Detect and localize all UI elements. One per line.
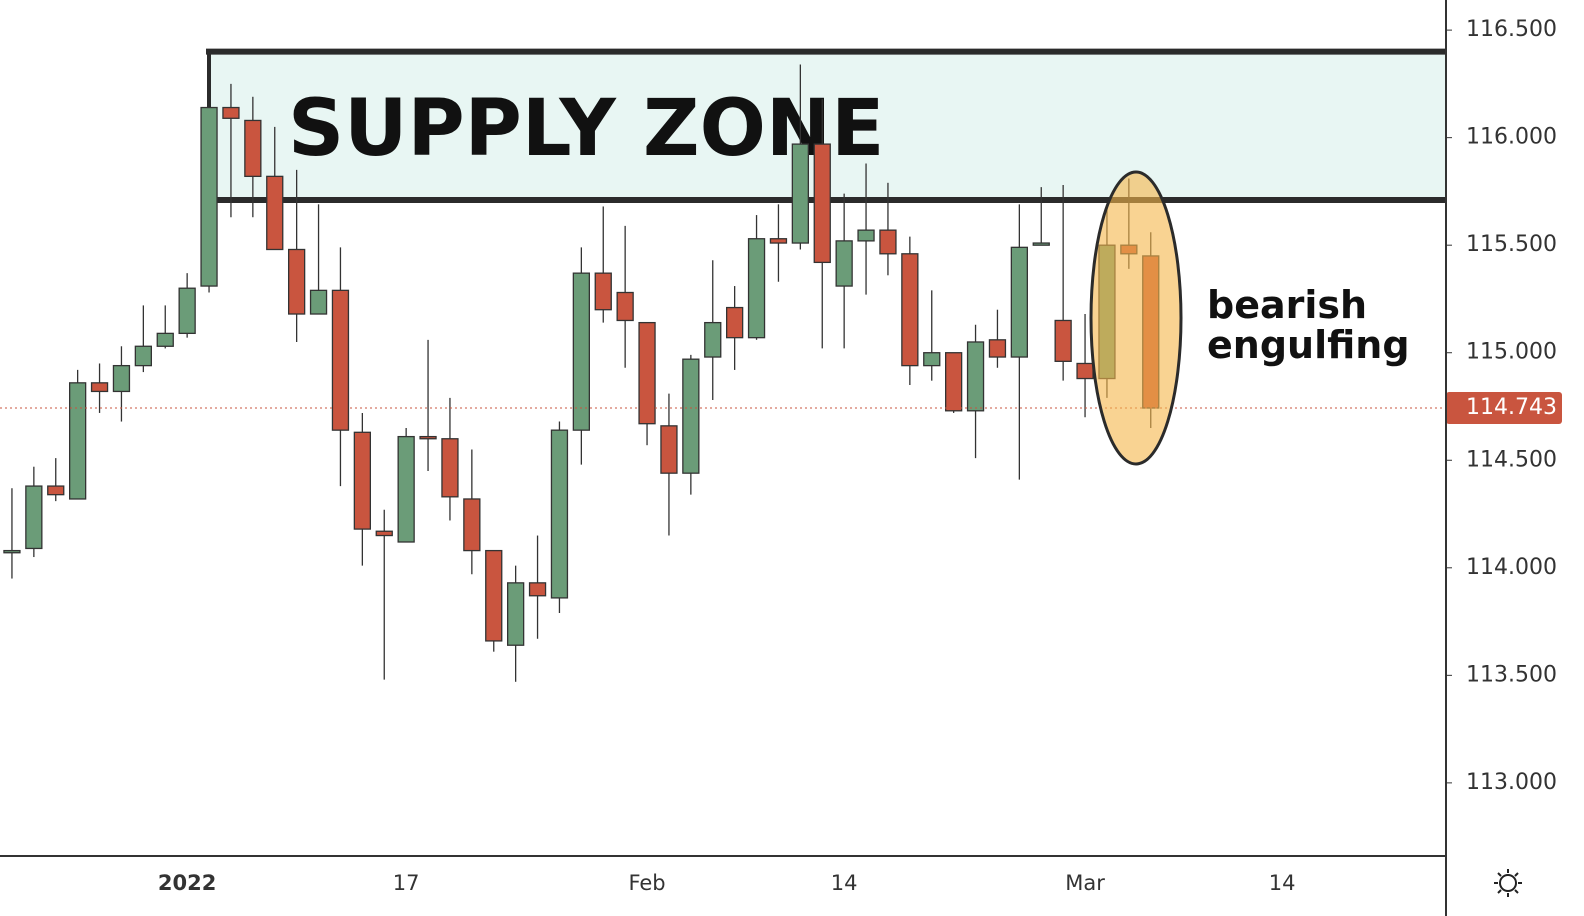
settings-icon[interactable] — [1494, 869, 1522, 897]
y-tick-label: 116.000 — [1466, 125, 1557, 150]
y-tick-label: 115.500 — [1466, 232, 1557, 257]
y-tick-label: 114.000 — [1466, 555, 1557, 580]
candle-body — [769, 238, 788, 244]
candle-body — [1054, 319, 1072, 362]
candle-body — [704, 321, 722, 358]
candle-body — [134, 345, 153, 367]
candle-body — [966, 341, 985, 412]
candle-body — [857, 229, 875, 242]
candle-body — [923, 352, 941, 367]
candle-body — [156, 332, 174, 347]
candle-body — [375, 530, 393, 537]
candle-body — [441, 438, 459, 498]
candle-body — [266, 175, 284, 251]
x-tick-label: 14 — [831, 871, 858, 895]
candle-body — [682, 358, 700, 474]
annotation: engulfing — [1207, 323, 1410, 367]
candle-body — [178, 287, 196, 335]
candle-body — [813, 143, 831, 264]
candle-body — [594, 272, 612, 311]
candle-body — [1076, 362, 1094, 380]
y-tick-label: 114.500 — [1466, 447, 1557, 472]
candle-body — [353, 431, 372, 530]
candle-body — [528, 582, 547, 597]
candle-body — [726, 306, 744, 339]
candle-body — [397, 435, 415, 543]
candle-body — [485, 549, 503, 642]
candle-body — [747, 238, 766, 339]
candle-body — [244, 119, 262, 178]
y-tick-label: 113.500 — [1466, 662, 1557, 687]
candle-body — [112, 364, 131, 393]
candle-body — [419, 435, 437, 440]
candle-body — [506, 582, 525, 646]
candle-body — [945, 352, 963, 412]
y-tick-label: 113.000 — [1466, 770, 1557, 795]
candle-body — [879, 229, 897, 255]
x-tick-label: 2022 — [158, 871, 216, 895]
candle-body — [25, 485, 43, 550]
candle-body — [222, 106, 240, 119]
candle-body — [616, 291, 634, 322]
zone-label: SUPPLY ZONE — [288, 84, 884, 174]
candle-body — [901, 253, 919, 367]
candle-body — [47, 485, 65, 496]
candle-body — [835, 240, 853, 287]
x-tick-label: 17 — [393, 871, 420, 895]
last-price-label: 114.743 — [1466, 395, 1557, 420]
candle-body — [90, 382, 109, 393]
candle-body — [791, 143, 809, 244]
candle-body — [463, 498, 481, 552]
candle-body — [69, 382, 87, 500]
supply-zone-group: SUPPLY ZONE — [206, 48, 1446, 204]
y-tick-label: 115.000 — [1466, 340, 1557, 365]
candle-body — [331, 289, 350, 431]
candle-body — [660, 425, 678, 474]
candle-body — [550, 429, 569, 599]
candle-body — [638, 321, 656, 425]
y-tick-label: 116.500 — [1466, 17, 1557, 42]
annotation: bearish — [1207, 283, 1367, 327]
candles — [3, 64, 1160, 682]
candle-body — [287, 248, 306, 315]
candle-body — [309, 289, 328, 315]
x-tick-label: Mar — [1065, 871, 1105, 895]
candle-body — [1010, 246, 1028, 358]
candle-body — [3, 549, 21, 554]
candle-body — [988, 339, 1007, 358]
last-price-box — [1446, 391, 1562, 424]
candle-body — [1032, 242, 1050, 246]
x-tick-label: Feb — [628, 871, 665, 895]
candle-body — [200, 106, 218, 287]
highlight-ellipse — [1089, 170, 1183, 466]
x-tick-label: 14 — [1269, 871, 1296, 895]
candle-body — [572, 272, 590, 431]
